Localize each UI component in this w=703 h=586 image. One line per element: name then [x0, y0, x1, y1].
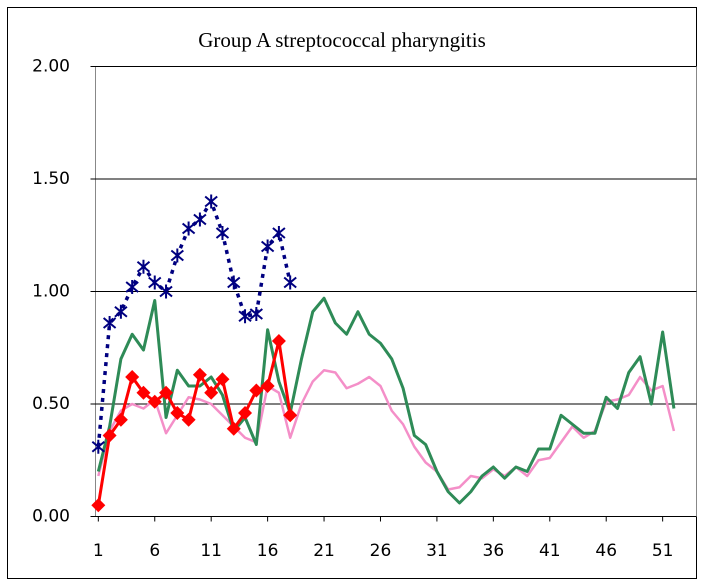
asterisk-marker [170, 248, 184, 263]
diamond-marker [204, 385, 219, 400]
asterisk-marker [249, 307, 263, 321]
diamond-marker [226, 421, 241, 436]
x-tick-label: 46 [595, 541, 617, 561]
diamond-marker [249, 383, 264, 398]
asterisk-marker [148, 275, 162, 290]
diamond-marker [113, 412, 128, 427]
series-line [96, 296, 676, 505]
diamond-marker [215, 372, 230, 387]
asterisk-marker [193, 212, 207, 227]
asterisk-marker [272, 226, 286, 240]
diamond-marker [192, 367, 207, 382]
diamond-marker [91, 498, 106, 513]
asterisk-marker [159, 284, 173, 299]
y-tick-label: 0.50 [32, 394, 70, 414]
x-tick-label: 36 [483, 541, 505, 561]
y-tick-label: 0.00 [32, 507, 70, 527]
diamond-marker [181, 412, 196, 427]
y-tick-label: 2.00 [32, 57, 70, 77]
asterisk-marker [204, 194, 218, 209]
asterisk-marker [181, 221, 196, 236]
asterisk-marker [260, 239, 275, 254]
asterisk-marker [227, 275, 241, 290]
x-tick-label: 1 [93, 541, 104, 561]
x-tick-label: 31 [426, 541, 448, 561]
asterisk-marker [136, 259, 151, 274]
asterisk-marker [215, 226, 230, 240]
x-tick-label: 41 [539, 541, 561, 561]
diamond-marker [125, 370, 140, 384]
chart-border [7, 7, 697, 579]
diamond-marker [102, 428, 117, 443]
asterisk-marker [238, 309, 252, 324]
diamond-marker [136, 385, 151, 400]
asterisk-marker [283, 275, 297, 290]
x-tick-label: 11 [200, 541, 222, 561]
diamond-marker [260, 379, 275, 393]
asterisk-marker [102, 316, 117, 330]
x-tick-label: 51 [652, 541, 674, 561]
y-tick-label: 1.00 [32, 282, 70, 302]
diamond-marker [283, 408, 298, 423]
x-tick-label: 16 [257, 541, 279, 561]
x-tick-label: 21 [313, 541, 335, 561]
diamond-marker [238, 406, 253, 420]
y-tick-label: 1.50 [32, 169, 70, 189]
x-tick-label: 6 [149, 541, 160, 561]
asterisk-marker [125, 280, 139, 294]
asterisk-marker [91, 439, 105, 454]
diamond-marker [147, 394, 162, 409]
asterisk-marker [114, 304, 128, 319]
diamond-marker [271, 334, 286, 348]
x-tick-label: 26 [370, 541, 392, 561]
diamond-marker [159, 385, 174, 400]
diamond-marker [170, 406, 185, 420]
chart-title: Group A streptococcal pharyngitis [198, 28, 486, 52]
